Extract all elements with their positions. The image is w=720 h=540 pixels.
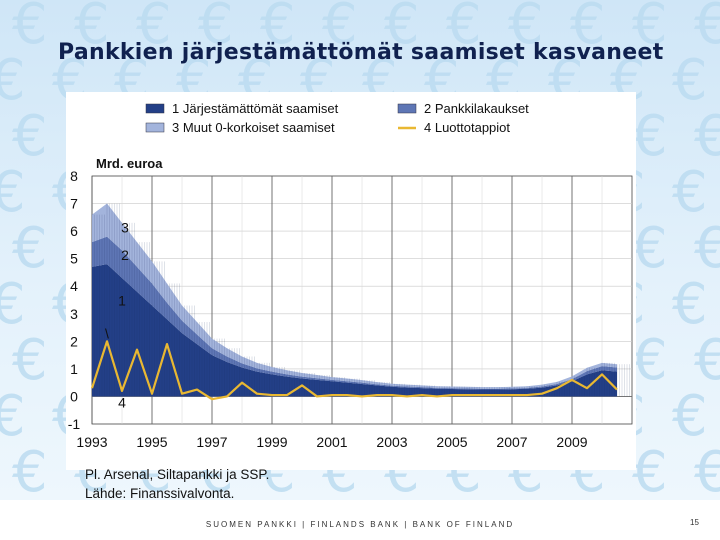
slide-title: Pankkien järjestämättömät saamiset kasva… [58, 40, 664, 65]
x-tick-label: 1997 [196, 434, 227, 450]
y-tick-label: 7 [70, 196, 78, 212]
y-tick-label: 2 [70, 333, 78, 349]
series-4-line [90, 340, 618, 401]
series-areas [92, 203, 617, 397]
legend-label-2: 2 Pankkilakaukset [424, 101, 529, 116]
legend-swatch-2 [397, 103, 417, 114]
euro-watermark-icon: € [694, 328, 720, 393]
euro-watermark-icon: € [694, 216, 720, 281]
y-tick-labels: 8 7 6 5 4 3 2 1 0 -1 [68, 168, 81, 432]
euro-watermark-icon: € [322, 0, 358, 57]
euro-watermark-icon: € [136, 0, 172, 57]
y-tick-label: -1 [68, 416, 81, 432]
euro-watermark-icon: € [384, 0, 420, 57]
chart: 1 Järjestämättömät saamiset 2 Pankkilakau… [67, 101, 633, 450]
x-tick-label: 1993 [76, 434, 107, 450]
y-axis-label: Mrd. euroa [96, 156, 163, 171]
euro-watermark-icon: € [12, 216, 48, 281]
euro-watermark-icon: € [672, 384, 708, 449]
series-bars [91, 203, 630, 397]
euro-watermark-icon: € [446, 0, 482, 57]
x-tick-labels: 1993 1995 1997 1999 2001 2003 2005 2007 2009 [76, 434, 587, 450]
x-tick-label: 2007 [496, 434, 527, 450]
series-lines [90, 340, 618, 401]
euro-watermark-icon: € [12, 440, 48, 500]
euro-watermark-icon: € [694, 440, 720, 500]
x-tick-label: 1995 [136, 434, 167, 450]
series-number-annotation: \ [105, 326, 109, 342]
note-source: Lähde: Finanssivalvonta. [85, 486, 235, 501]
euro-watermark-icon: € [694, 104, 720, 169]
euro-watermark-icon: € [570, 0, 606, 57]
legend-label-4: 4 Luottotappiot [424, 120, 510, 135]
euro-watermark-icon: € [694, 0, 720, 57]
y-tick-label: 4 [70, 278, 78, 294]
footer-bank-name: SUOMEN PANKKI | FINLANDS BANK | BANK OF … [205, 520, 515, 529]
euro-watermark-icon: € [12, 0, 48, 57]
euro-watermark-icon: € [632, 440, 668, 500]
euro-watermark-icon: € [0, 160, 26, 225]
series-number-annotation: 2 [121, 247, 129, 263]
y-tick-label: 5 [70, 251, 78, 267]
series-1-area [92, 264, 617, 397]
legend-label-1: 1 Järjestämättömät saamiset [172, 101, 339, 116]
chart-annotations: 3 2 1 \ 4 [105, 219, 129, 410]
euro-watermark-icon: € [0, 48, 26, 113]
euro-watermark-icon: € [672, 272, 708, 337]
y-tick-label: 0 [70, 388, 78, 404]
euro-watermark-icon: € [632, 104, 668, 169]
euro-watermark-icon: € [198, 0, 234, 57]
euro-watermark-icon: € [632, 328, 668, 393]
x-tick-label: 1999 [256, 434, 287, 450]
y-tick-label: 8 [70, 168, 78, 184]
euro-watermark-icon: € [260, 0, 296, 57]
x-tick-label: 2003 [376, 434, 407, 450]
series-number-annotation: 4 [118, 394, 126, 410]
y-tick-label: 1 [70, 361, 78, 377]
series-number-annotation: 3 [121, 219, 129, 235]
euro-watermark-icon: € [672, 160, 708, 225]
euro-watermark-icon: € [12, 104, 48, 169]
legend-label-3: 3 Muut 0-korkoiset saamiset [172, 120, 335, 135]
euro-watermark-icon: € [632, 216, 668, 281]
series-number-annotation: 1 [118, 293, 126, 309]
euro-watermark-icon: € [508, 0, 544, 57]
euro-watermark-icon: € [12, 328, 48, 393]
y-tick-label: 6 [70, 223, 78, 239]
gridlines [91, 176, 632, 424]
legend-swatch-3 [145, 122, 165, 133]
euro-watermark-icon: € [0, 272, 26, 337]
note-exclusions: Pl. Arsenal, Siltapankki ja SSP. [85, 467, 270, 482]
euro-watermark-icon: € [0, 384, 26, 449]
y-tick-label: 3 [70, 306, 78, 322]
euro-watermark-icon: € [672, 48, 708, 113]
euro-watermark-icon: € [632, 0, 668, 57]
chart-legend: 1 Järjestämättömät saamiset 2 Pankkilakau… [145, 101, 529, 135]
legend-swatch-1 [145, 103, 165, 114]
x-tick-label: 2009 [556, 434, 587, 450]
x-tick-label: 2005 [436, 434, 467, 450]
page-number: 15 [690, 518, 699, 527]
x-tick-label: 2001 [316, 434, 347, 450]
euro-watermark-icon: € [74, 0, 110, 57]
